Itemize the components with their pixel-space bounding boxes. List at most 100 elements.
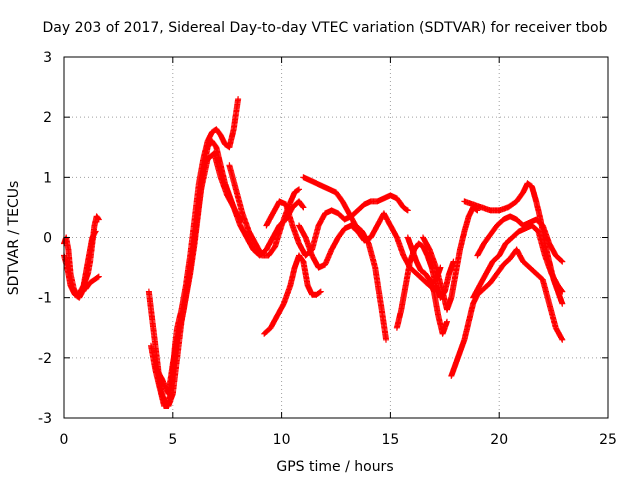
data-point [439, 266, 442, 269]
data-point [368, 242, 370, 245]
data-point [450, 375, 452, 377]
data-point [311, 254, 313, 257]
data-point [407, 236, 409, 239]
data-point [298, 188, 300, 190]
data-point [411, 248, 413, 251]
data-point [402, 206, 405, 209]
data-point [529, 266, 531, 269]
data-point [233, 128, 235, 130]
data-point [235, 188, 237, 190]
data-point [548, 242, 550, 245]
y-tick-label: -1 [38, 291, 52, 307]
data-point [450, 297, 452, 299]
series-arc-g [226, 162, 302, 259]
data-point [522, 260, 524, 263]
data-point [298, 254, 300, 257]
data-point [150, 345, 152, 347]
data-point [294, 191, 296, 193]
y-axis-label: SDTVAR / TECUs [6, 181, 22, 296]
data-point [357, 209, 359, 212]
data-point [148, 291, 150, 293]
data-point [396, 327, 398, 329]
data-point [428, 248, 431, 251]
data-point [176, 339, 178, 341]
data-point [150, 309, 152, 311]
data-point [344, 218, 346, 221]
data-point [220, 134, 222, 136]
data-point [193, 236, 196, 239]
data-point [93, 224, 96, 227]
y-tick-label: -3 [38, 411, 52, 427]
data-point [161, 378, 163, 380]
data-point [361, 230, 363, 233]
chart-title: Day 203 of 2017, Sidereal Day-to-day VTE… [42, 20, 607, 36]
data-point [529, 221, 531, 224]
data-point [507, 206, 509, 209]
x-tick-label: 0 [60, 432, 69, 448]
y-tick-label: -2 [38, 351, 52, 367]
data-point [252, 248, 254, 251]
data-point [422, 279, 424, 281]
data-point [502, 263, 505, 266]
data-point [320, 291, 322, 293]
data-point [446, 321, 448, 323]
series-arc-m [404, 234, 450, 337]
data-point [505, 242, 507, 245]
data-point [309, 179, 311, 181]
data-point [370, 236, 372, 239]
data-point [557, 291, 559, 293]
x-axis-label: GPS time / hours [276, 459, 393, 475]
data-point [468, 215, 470, 218]
data-point [228, 146, 230, 148]
data-point [483, 288, 485, 290]
data-point [357, 230, 359, 233]
data-point [324, 263, 326, 266]
data-point [383, 212, 385, 215]
data-point [220, 176, 222, 178]
data-point [396, 197, 398, 199]
x-tick-label: 5 [168, 432, 177, 448]
data-point [400, 309, 402, 311]
data-point [96, 215, 98, 218]
data-point [463, 339, 465, 341]
data-point [396, 236, 398, 239]
data-point [524, 227, 526, 230]
data-point [285, 203, 287, 206]
data-point [561, 339, 563, 341]
data-point [291, 206, 294, 209]
data-point [542, 224, 544, 227]
series-arc-c [82, 273, 102, 292]
data-point [69, 285, 72, 287]
data-point [270, 327, 272, 329]
series-arc-r [470, 222, 566, 301]
data-point [472, 303, 474, 305]
data-point [307, 285, 309, 287]
data-point [350, 224, 352, 227]
data-point [516, 200, 518, 202]
data-point [555, 254, 557, 257]
data-point [207, 158, 209, 160]
data-point [542, 279, 544, 281]
data-point [489, 233, 492, 236]
data-point [435, 266, 437, 269]
data-point [498, 209, 500, 212]
data-point [376, 224, 378, 227]
data-point [281, 224, 283, 227]
data-point [439, 297, 442, 299]
data-point [211, 140, 213, 142]
data-point [535, 200, 537, 202]
data-point [526, 182, 529, 184]
data-point [267, 254, 270, 257]
data-point [415, 260, 418, 263]
data-point [531, 185, 533, 187]
data-point [472, 203, 474, 206]
data-point [448, 273, 450, 275]
data-point [455, 363, 457, 365]
data-point [385, 339, 387, 341]
data-point [154, 366, 156, 368]
data-point [341, 200, 344, 202]
data-point [298, 242, 300, 245]
data-point [261, 254, 263, 257]
data-point [274, 245, 276, 248]
